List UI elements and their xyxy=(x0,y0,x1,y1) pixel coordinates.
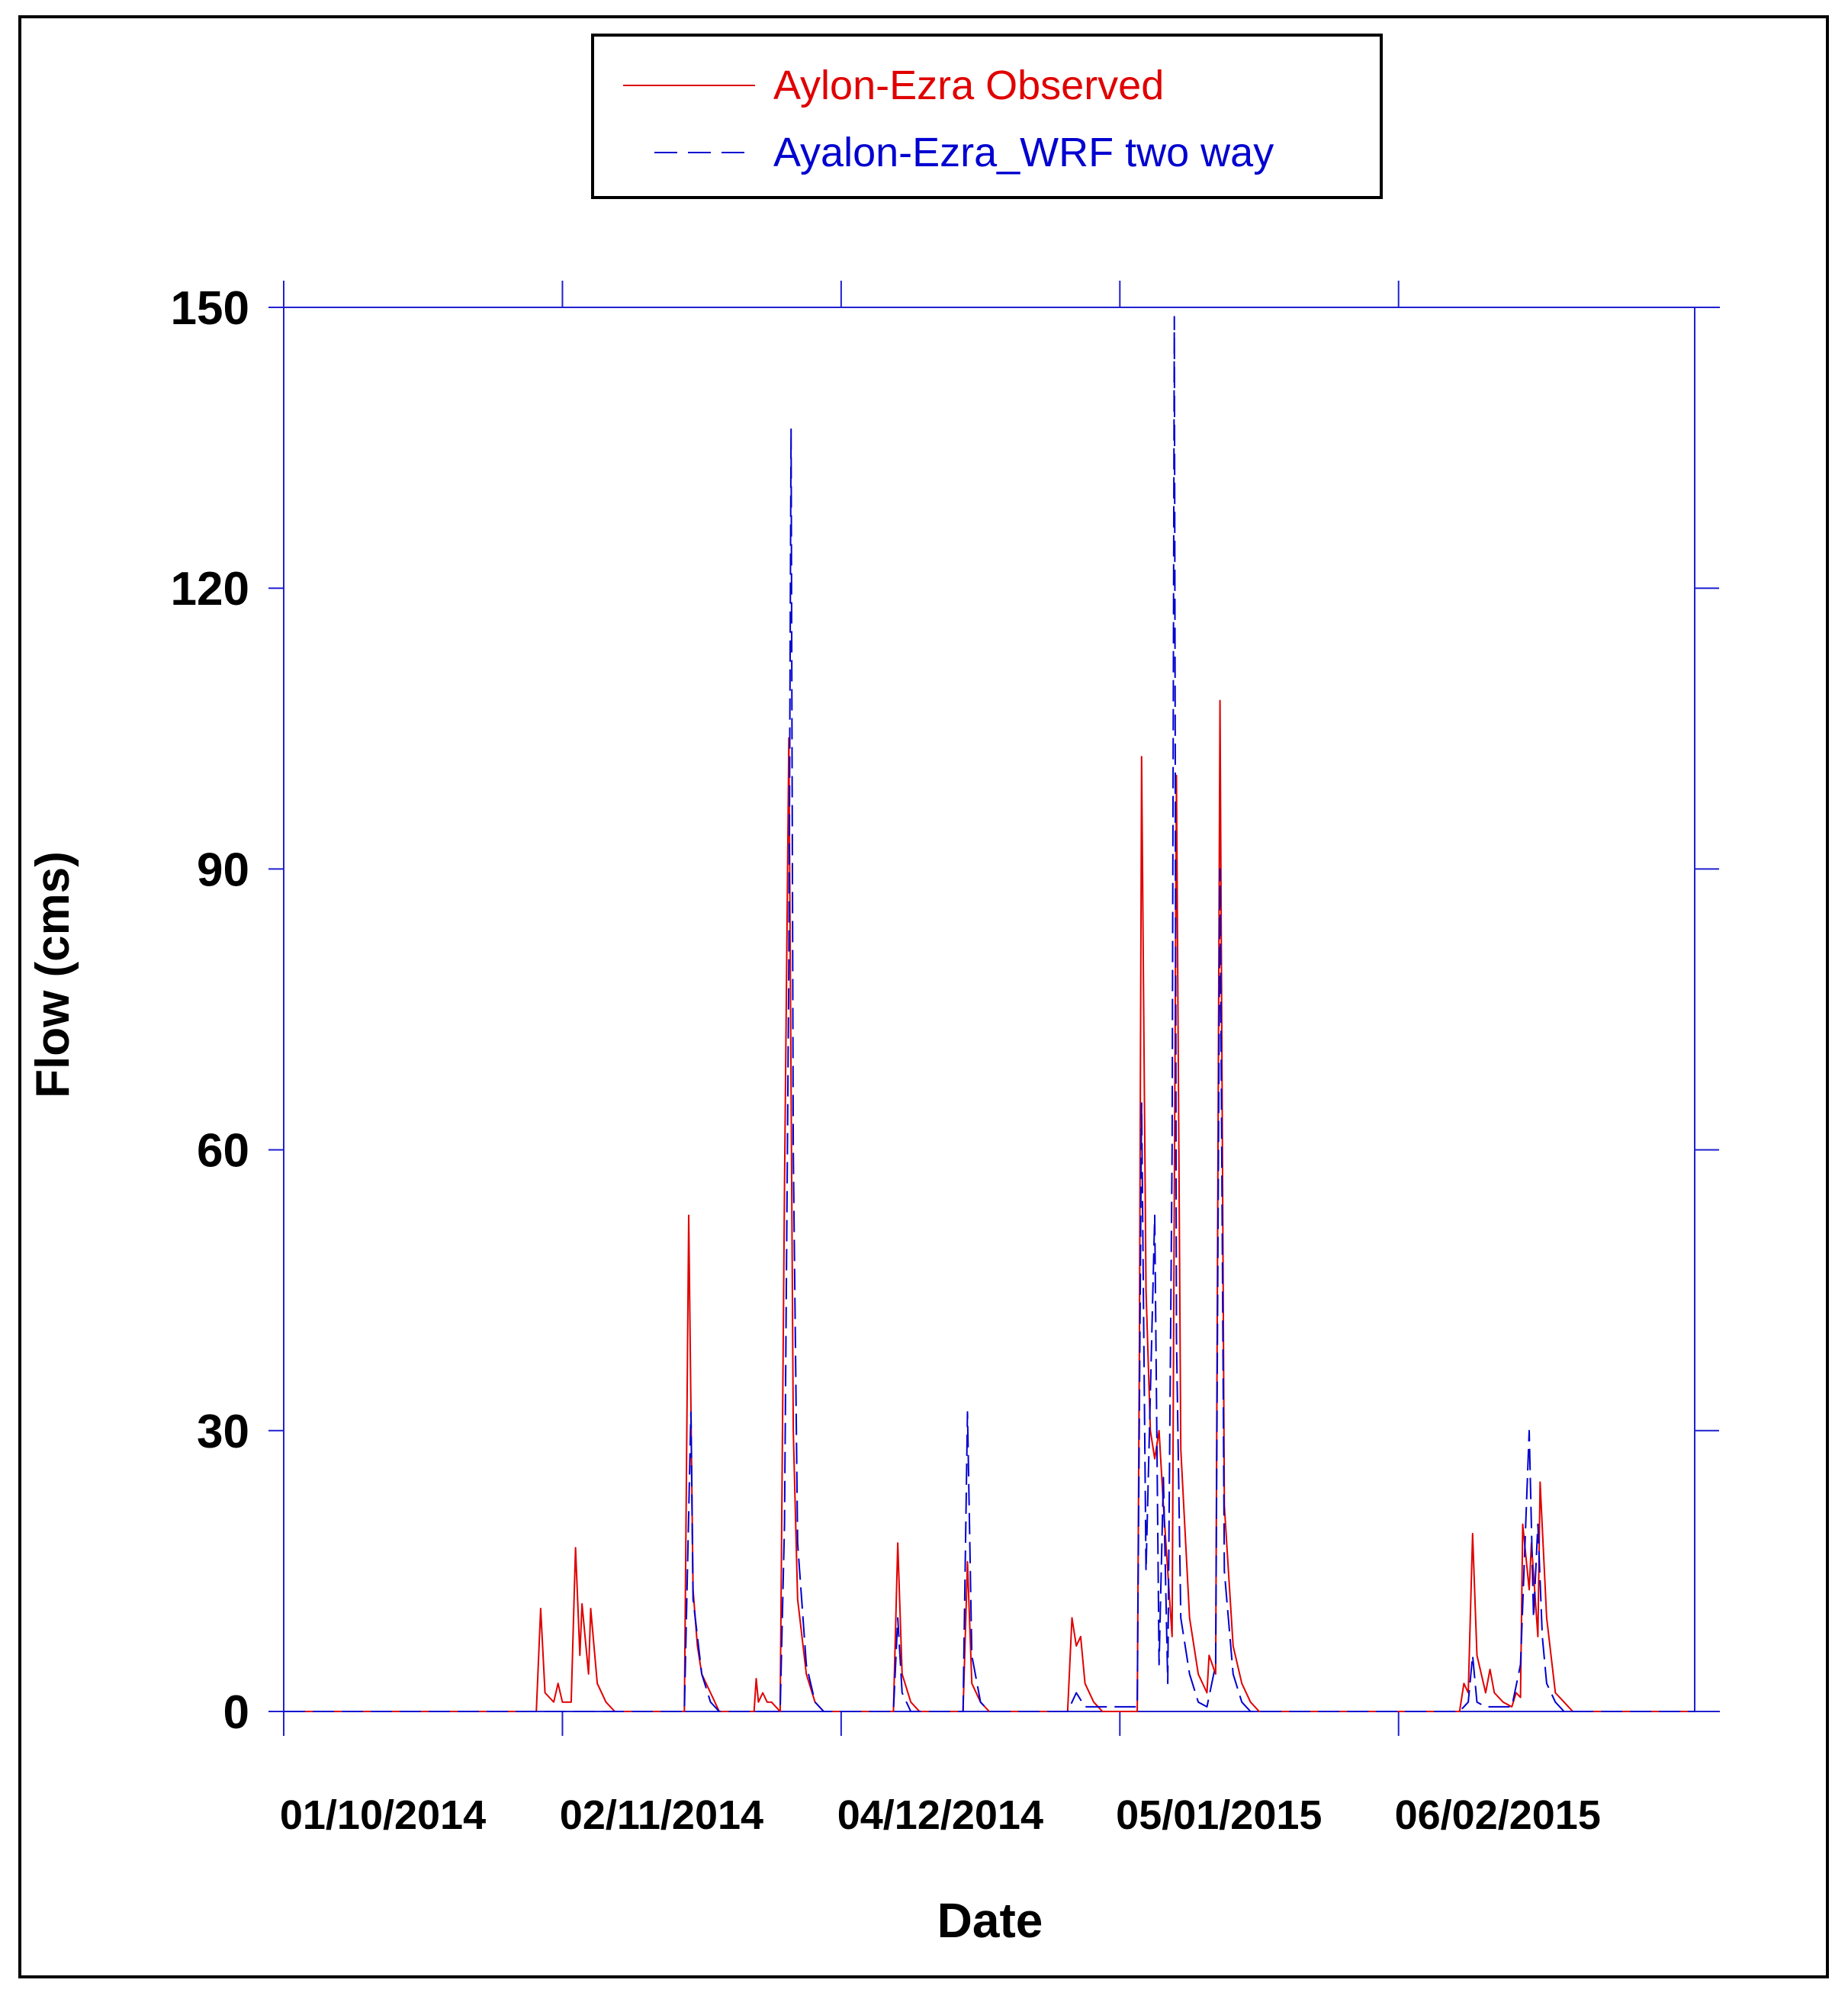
y-tick-label: 150 xyxy=(171,282,249,335)
axis-ticks xyxy=(268,281,1719,1736)
x-tick-label: 05/01/2015 xyxy=(1116,1792,1322,1838)
x-axis-title: Date xyxy=(937,1893,1043,1948)
y-tick-label: 60 xyxy=(197,1125,249,1178)
legend-box xyxy=(591,34,1383,199)
legend: Aylon-Ezra Observed Ayalon-Ezra_WRF two … xyxy=(591,34,1383,199)
series-line-wrf-two-way xyxy=(284,316,1695,1712)
legend-wrf-label: Ayalon-Ezra_WRF two way xyxy=(773,130,1274,175)
y-tick-label: 90 xyxy=(197,844,249,896)
x-tick-label: 04/12/2014 xyxy=(837,1792,1043,1838)
series-line-observed xyxy=(284,699,1695,1712)
y-axis-title: Flow (cms) xyxy=(27,851,79,1098)
x-tick-label: 06/02/2015 xyxy=(1395,1792,1601,1838)
y-tick-label: 0 xyxy=(223,1686,249,1739)
series-layer xyxy=(284,316,1695,1712)
y-tick-label: 120 xyxy=(171,563,249,615)
axis-tick-labels: 0 30 60 90 120 150 01/10/2014 02/11/2014 04/12/2… xyxy=(171,282,1601,1838)
y-tick-label: 30 xyxy=(197,1406,249,1458)
x-tick-label: 01/10/2014 xyxy=(280,1792,486,1838)
figure-frame xyxy=(18,15,1829,1978)
x-tick-label: 02/11/2014 xyxy=(560,1792,763,1838)
legend-observed-label: Aylon-Ezra Observed xyxy=(773,63,1164,108)
